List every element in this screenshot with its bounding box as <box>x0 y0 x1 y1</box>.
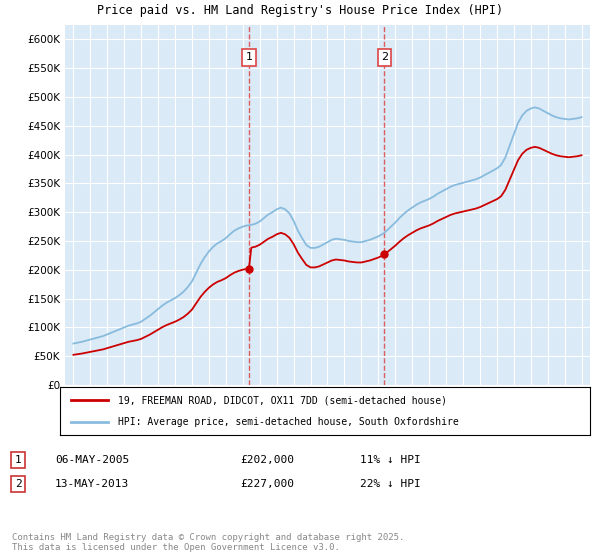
Text: £227,000: £227,000 <box>240 479 294 489</box>
Text: Price paid vs. HM Land Registry's House Price Index (HPI): Price paid vs. HM Land Registry's House … <box>97 4 503 17</box>
Text: 22% ↓ HPI: 22% ↓ HPI <box>360 479 421 489</box>
Text: Contains HM Land Registry data © Crown copyright and database right 2025.
This d: Contains HM Land Registry data © Crown c… <box>12 533 404 552</box>
Text: 1: 1 <box>245 53 253 62</box>
Text: HPI: Average price, semi-detached house, South Oxfordshire: HPI: Average price, semi-detached house,… <box>118 417 459 427</box>
Text: 2: 2 <box>381 53 388 62</box>
Text: 19, FREEMAN ROAD, DIDCOT, OX11 7DD (semi-detached house): 19, FREEMAN ROAD, DIDCOT, OX11 7DD (semi… <box>118 395 448 405</box>
Text: 06-MAY-2005: 06-MAY-2005 <box>55 455 129 465</box>
Text: 2: 2 <box>14 479 22 489</box>
Text: 1: 1 <box>14 455 22 465</box>
Text: £202,000: £202,000 <box>240 455 294 465</box>
Text: 13-MAY-2013: 13-MAY-2013 <box>55 479 129 489</box>
Text: 11% ↓ HPI: 11% ↓ HPI <box>360 455 421 465</box>
